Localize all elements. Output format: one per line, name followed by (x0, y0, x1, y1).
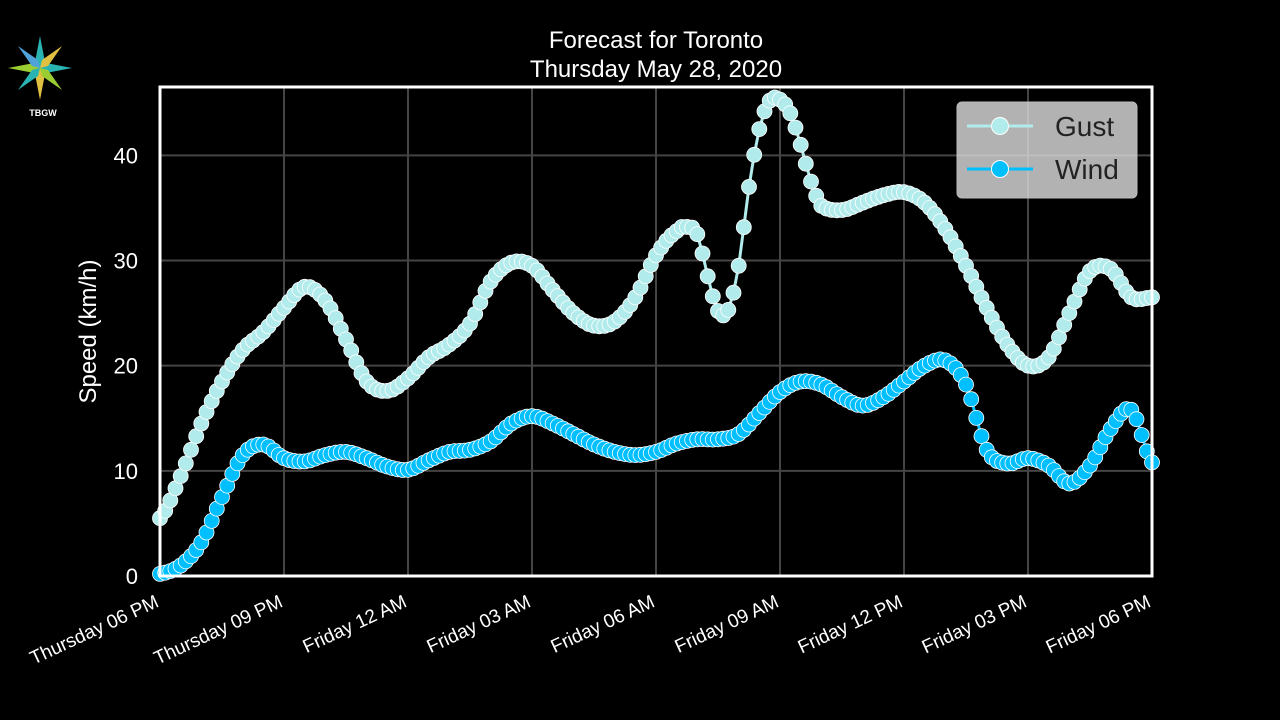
data-point-wind (1133, 427, 1150, 443)
legend-label-gust: Gust (1055, 111, 1114, 142)
data-point-gust (694, 245, 711, 262)
data-point-gust (787, 119, 804, 136)
data-point-gust (741, 178, 757, 195)
y-tick-label: 30 (114, 249, 138, 274)
x-tick-label: Friday 12 PM (795, 591, 906, 658)
x-tick-label: Friday 12 AM (300, 591, 410, 657)
logo-text: TBGW (29, 108, 57, 118)
x-tick-label: Thursday 09 PM (151, 591, 286, 669)
x-tick-label: Friday 03 PM (919, 591, 1030, 658)
y-tick-label: 40 (114, 143, 138, 168)
data-point-gust (792, 136, 809, 153)
logo: TBGW (4, 32, 76, 122)
data-point-gust (782, 105, 799, 122)
legend-marker-wind (991, 160, 1009, 178)
x-tick-label: Friday 06 AM (548, 591, 658, 657)
y-tick-label: 0 (126, 564, 138, 589)
data-point-gust (689, 226, 706, 243)
data-point-gust (704, 288, 721, 305)
x-tick-label: Friday 06 PM (1043, 591, 1154, 658)
data-point-wind (958, 376, 974, 393)
y-tick-label: 20 (114, 354, 138, 379)
series-layer (152, 89, 1160, 582)
data-point-wind (963, 391, 980, 408)
legend-marker-gust (991, 117, 1009, 135)
compass-star-logo-icon (8, 36, 72, 100)
chart-title: Forecast for Toronto (549, 27, 763, 54)
legend-label-wind: Wind (1055, 154, 1119, 185)
data-point-wind (968, 409, 985, 426)
y-axis-label: Speed (km/h) (75, 259, 102, 403)
data-point-gust (803, 173, 819, 190)
data-point-gust (177, 455, 194, 472)
data-point-wind (973, 428, 990, 445)
data-point-gust (735, 219, 752, 236)
chart-subtitle: Thursday May 28, 2020 (530, 56, 782, 83)
plot-frame (158, 85, 1154, 578)
data-point-gust (183, 441, 199, 458)
data-point-gust (725, 284, 742, 301)
data-point-gust (730, 257, 747, 274)
series-gust (152, 89, 1160, 527)
data-point-gust (751, 121, 768, 138)
y-tick-layer: 0 10 20 30 40 (114, 143, 138, 589)
data-point-wind (1128, 411, 1145, 428)
legend: Gust Wind (956, 101, 1138, 199)
data-point-gust (797, 155, 814, 172)
data-point-gust (720, 301, 737, 318)
x-tick-label: Friday 03 AM (424, 591, 534, 657)
x-tick-label: Friday 09 AM (672, 591, 782, 657)
data-point-gust (746, 146, 763, 163)
y-tick-label: 10 (114, 459, 138, 484)
data-point-gust (699, 268, 716, 285)
series-wind (152, 351, 1160, 582)
x-tick-label: Thursday 06 PM (27, 591, 162, 669)
